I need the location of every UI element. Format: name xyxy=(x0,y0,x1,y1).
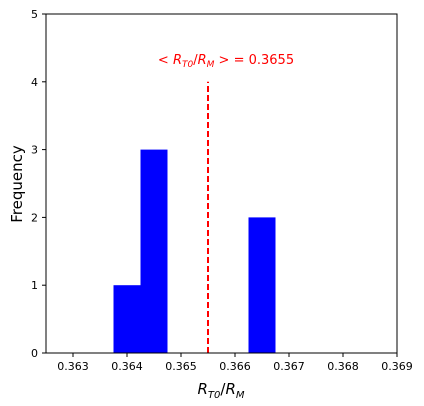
y-tick-label: 0 xyxy=(31,347,38,360)
y-tick-label: 4 xyxy=(31,76,38,89)
y-axis-ticks: 0 1 2 3 4 5 xyxy=(31,8,46,360)
x-tick-label: 0.368 xyxy=(327,360,359,373)
x-tick-label: 0.367 xyxy=(273,360,305,373)
y-tick-label: 1 xyxy=(31,279,38,292)
x-tick-label: 0.363 xyxy=(57,360,89,373)
y-axis-title: Frequency xyxy=(8,145,26,223)
histogram-bar xyxy=(248,217,276,353)
x-axis-title: RT0/RM xyxy=(197,380,244,401)
y-tick-label: 3 xyxy=(31,144,38,157)
x-axis-ticks: 0.363 0.364 0.365 0.366 0.367 0.368 0.369 xyxy=(57,353,413,373)
histogram-bar xyxy=(113,285,141,353)
y-tick-label: 5 xyxy=(31,8,38,21)
x-tick-label: 0.369 xyxy=(381,360,413,373)
x-tick-label: 0.365 xyxy=(165,360,197,373)
plot-frame xyxy=(45,13,398,354)
mean-annotation: < RT0/RM > = 0.3655 xyxy=(158,53,294,70)
x-tick-label: 0.366 xyxy=(219,360,251,373)
y-tick-label: 2 xyxy=(31,211,38,224)
x-tick-label: 0.364 xyxy=(111,360,143,373)
histogram-bars xyxy=(113,149,276,353)
histogram-bar xyxy=(140,149,168,353)
